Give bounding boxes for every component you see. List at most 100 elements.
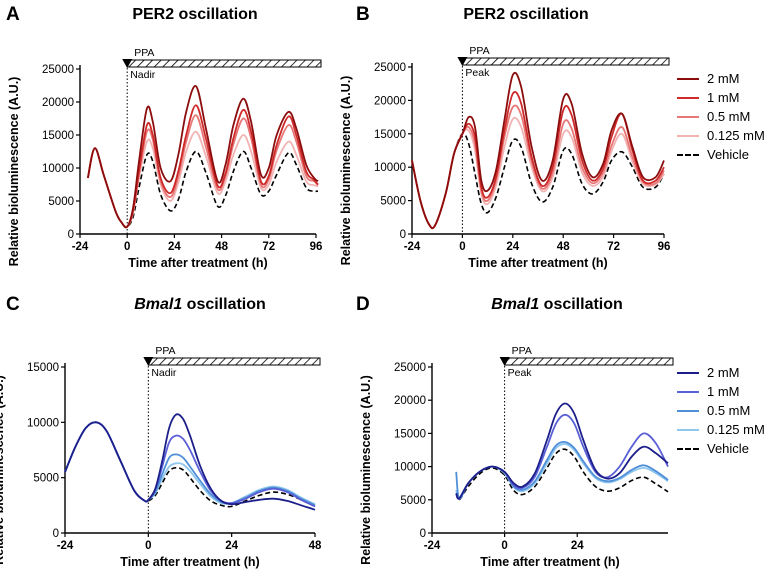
x-tick-label: -24: [404, 241, 421, 253]
x-axis-label: Time after treatment (h): [480, 555, 619, 569]
panel-d: D Bmal1 oscillation 0 5000 10000 15000 20000…: [352, 286, 674, 573]
y-tick-label: 20000: [42, 97, 74, 109]
marker-label: Nadir: [151, 367, 177, 379]
treatment-arrow: [457, 57, 468, 66]
treatment-label: PPA: [155, 345, 175, 357]
treatment-bar: [504, 357, 674, 366]
marker-label: Nadir: [130, 69, 156, 81]
legend-swatch: [677, 447, 699, 450]
chart-title: Bmal1 oscillation: [70, 296, 330, 314]
legend-entry: 2 mM: [677, 363, 765, 382]
x-axis-label: Time after treatment (h): [120, 555, 259, 569]
y-tick-label: 10000: [374, 162, 406, 174]
y-tick-label: 10000: [394, 462, 426, 474]
legend-swatch: [677, 115, 699, 118]
legend-swatch: [677, 134, 699, 137]
x-tick-label: 0: [145, 540, 151, 552]
legend-label: 0.5 mM: [707, 403, 751, 418]
legend-entry: 0.125 mM: [677, 420, 765, 439]
legend-entry: 0.5 mM: [677, 107, 765, 126]
y-tick-label: 10000: [27, 417, 59, 429]
x-axis-label: Time after treatment (h): [128, 256, 267, 270]
legend-bmal1: 2 mM 1 mM 0.5 mM 0.125 mM Vehicle: [677, 363, 765, 458]
y-axis-label: Relative bioluminescence (A.U.): [339, 76, 353, 266]
x-tick-label: -24: [424, 540, 441, 552]
y-tick-label: 10000: [42, 163, 74, 175]
y-tick-label: 5000: [33, 473, 59, 485]
y-tick-label: 0: [68, 229, 74, 241]
panel-a: A PER2 oscillation 0 5000 10000 15000 20000 2…: [0, 0, 387, 286]
y-axis-label: Relative bioluminescence (A.U.): [0, 375, 6, 565]
x-tick-label: 48: [309, 540, 322, 552]
y-tick-label: 25000: [374, 62, 406, 74]
series-line-1-mm: [87, 104, 319, 229]
legend-label: 1 mM: [707, 90, 740, 105]
title-text: oscillation: [182, 296, 266, 313]
x-tick-label: 0: [459, 241, 465, 253]
chart-title: Bmal1 oscillation: [452, 296, 662, 314]
x-tick-label: 0: [124, 241, 130, 253]
series-line-vehicle: [455, 448, 669, 501]
treatment-arrow: [499, 357, 510, 366]
legend-swatch: [677, 371, 699, 374]
legend-entry: 1 mM: [677, 382, 765, 401]
treatment-bar: [126, 59, 322, 68]
x-tick-label: 96: [310, 241, 323, 253]
treatment-label: PPA: [134, 47, 154, 59]
y-tick-label: 15000: [27, 362, 59, 374]
legend-swatch: [677, 96, 699, 99]
legend-entry: 0.125 mM: [677, 126, 765, 145]
series-line-0-5-mm: [87, 114, 319, 229]
legend-entry: 1 mM: [677, 88, 765, 107]
y-tick-label: 15000: [42, 130, 74, 142]
x-tick-label: 72: [262, 241, 275, 253]
legend-swatch: [677, 409, 699, 412]
legend-label: 0.125 mM: [707, 422, 765, 437]
legend-label: 0.125 mM: [707, 128, 765, 143]
series-line-2-mm: [411, 71, 665, 230]
x-tick-label: 96: [658, 241, 671, 253]
treatment-label: PPA: [469, 45, 489, 57]
x-tick-label: 0: [501, 540, 507, 552]
y-tick-label: 25000: [394, 362, 426, 374]
x-tick-label: 24: [168, 241, 181, 253]
legend-label: 0.5 mM: [707, 109, 751, 124]
series-line-1-mm: [455, 413, 669, 500]
marker-label: Peak: [508, 367, 533, 379]
y-tick-label: 20000: [374, 95, 406, 107]
y-axis-label: Relative bioluminescence (A.U.): [359, 375, 373, 565]
y-tick-label: 0: [420, 528, 426, 540]
chart-title: PER2 oscillation: [65, 6, 325, 24]
x-tick-label: -24: [57, 540, 74, 552]
legend-entry: Vehicle: [677, 439, 765, 458]
panel-letter: B: [356, 4, 370, 25]
legend-label: Vehicle: [707, 147, 749, 162]
treatment-label: PPA: [512, 345, 532, 357]
legend-label: 1 mM: [707, 384, 740, 399]
x-axis-label: Time after treatment (h): [468, 256, 607, 270]
panel-letter: C: [6, 294, 20, 315]
title-italic: Bmal1: [491, 296, 540, 313]
series-line-1-mm: [411, 91, 665, 230]
legend-swatch: [677, 390, 699, 393]
legend-label: Vehicle: [707, 441, 749, 456]
panel-b: B PER2 oscillation 0 5000 10000 15000 20000 2…: [339, 0, 670, 286]
treatment-arrow: [122, 59, 133, 68]
y-tick-label: 15000: [394, 428, 426, 440]
x-tick-label: 24: [225, 540, 238, 552]
treatment-arrow: [143, 357, 154, 366]
treatment-bar: [147, 357, 321, 366]
legend-swatch: [677, 428, 699, 431]
panel-letter: D: [356, 294, 370, 315]
legend-per2: 2 mM 1 mM 0.5 mM 0.125 mM Vehicle: [677, 69, 765, 164]
series-line-vehicle: [87, 147, 319, 228]
legend-entry: 0.5 mM: [677, 401, 765, 420]
title-text: PER2 oscillation: [463, 6, 589, 23]
legend-label: 2 mM: [707, 71, 740, 86]
title-text: oscillation: [539, 296, 623, 313]
panel-c: C Bmal1 oscillation 0 5000 10000 15000 -24 0 2…: [0, 286, 387, 573]
series-line-2-mm: [64, 413, 316, 511]
